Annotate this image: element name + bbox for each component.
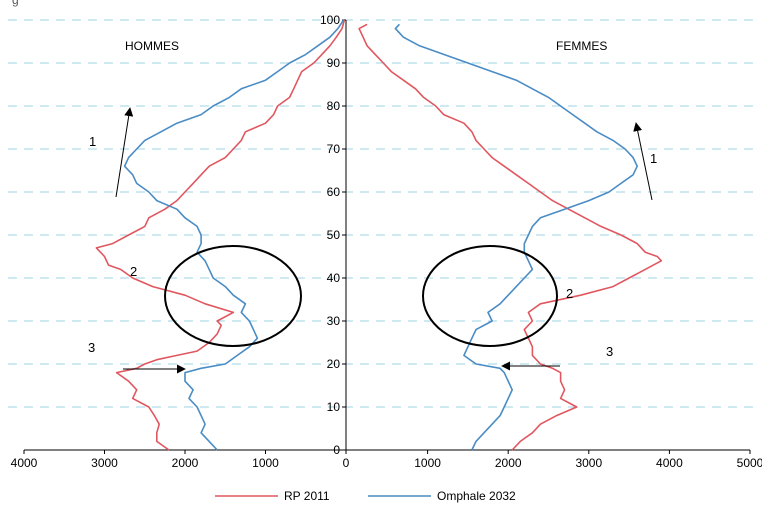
y-tick-label: 20 [327, 357, 341, 371]
y-tick-label: 100 [320, 13, 340, 27]
series-lines [95, 19, 663, 451]
y-tick-label: 10 [327, 400, 341, 414]
arrow-femmes-1 [633, 122, 653, 201]
series-rp-2011-hommes [95, 19, 346, 451]
annotation-hommes-1: 1 [89, 134, 96, 149]
y-tick-label: 80 [327, 99, 341, 113]
x-tick-label-hommes: 1000 [252, 456, 279, 470]
y-tick-label: 70 [327, 142, 341, 156]
header-partial-text: g [12, 0, 19, 7]
x-tick-label-hommes: 2000 [172, 456, 199, 470]
y-tick-label: 40 [327, 271, 341, 285]
x-tick-label-femmes: 3000 [575, 456, 602, 470]
annotation-femmes-2: 2 [566, 286, 573, 301]
x-tick-label-hommes: 4000 [11, 456, 38, 470]
femmes-panel-label: FEMMES [556, 39, 607, 53]
annotation-femmes-3: 3 [606, 344, 613, 359]
y-tick-label: 0 [333, 443, 340, 457]
annotation-hommes-3: 3 [88, 340, 95, 355]
legend-label-rp-2011: RP 2011 [284, 489, 330, 503]
ellipse-femmes [422, 245, 558, 347]
y-tick-label: 90 [327, 56, 341, 70]
annotation-hommes-2: 2 [130, 264, 137, 279]
grid-lines [8, 19, 755, 408]
ellipse-hommes [164, 245, 302, 347]
x-tick-label-femmes: 2000 [495, 456, 522, 470]
y-tick-label: 50 [327, 228, 341, 242]
x-tick-label-hommes: 3000 [91, 456, 118, 470]
annotation-femmes-1: 1 [650, 151, 657, 166]
legend: RP 2011 Omphale 2032 [215, 489, 516, 503]
arrow-hommes-1 [115, 107, 134, 198]
x-tick-label-femmes: 5000 [737, 456, 762, 470]
series-omphale-2032-hommes [123, 19, 345, 451]
axes: 0 10 20 30 40 50 60 70 80 90 100 4000 3000 2000 1000 0 1… [11, 13, 762, 470]
x-tick-label-femmes: 1000 [414, 456, 441, 470]
series-omphale-2032-femmes [394, 23, 639, 451]
annotations: 1 2 3 1 2 3 [88, 107, 657, 374]
y-tick-label: 30 [327, 314, 341, 328]
x-tick-label-hommes: 0 [343, 456, 350, 470]
legend-label-omphale-2032: Omphale 2032 [437, 489, 516, 503]
y-tick-label: 60 [327, 185, 341, 199]
x-tick-label-femmes: 4000 [656, 456, 683, 470]
series-rp-2011-femmes [358, 23, 663, 451]
hommes-panel-label: HOMMES [125, 39, 179, 53]
